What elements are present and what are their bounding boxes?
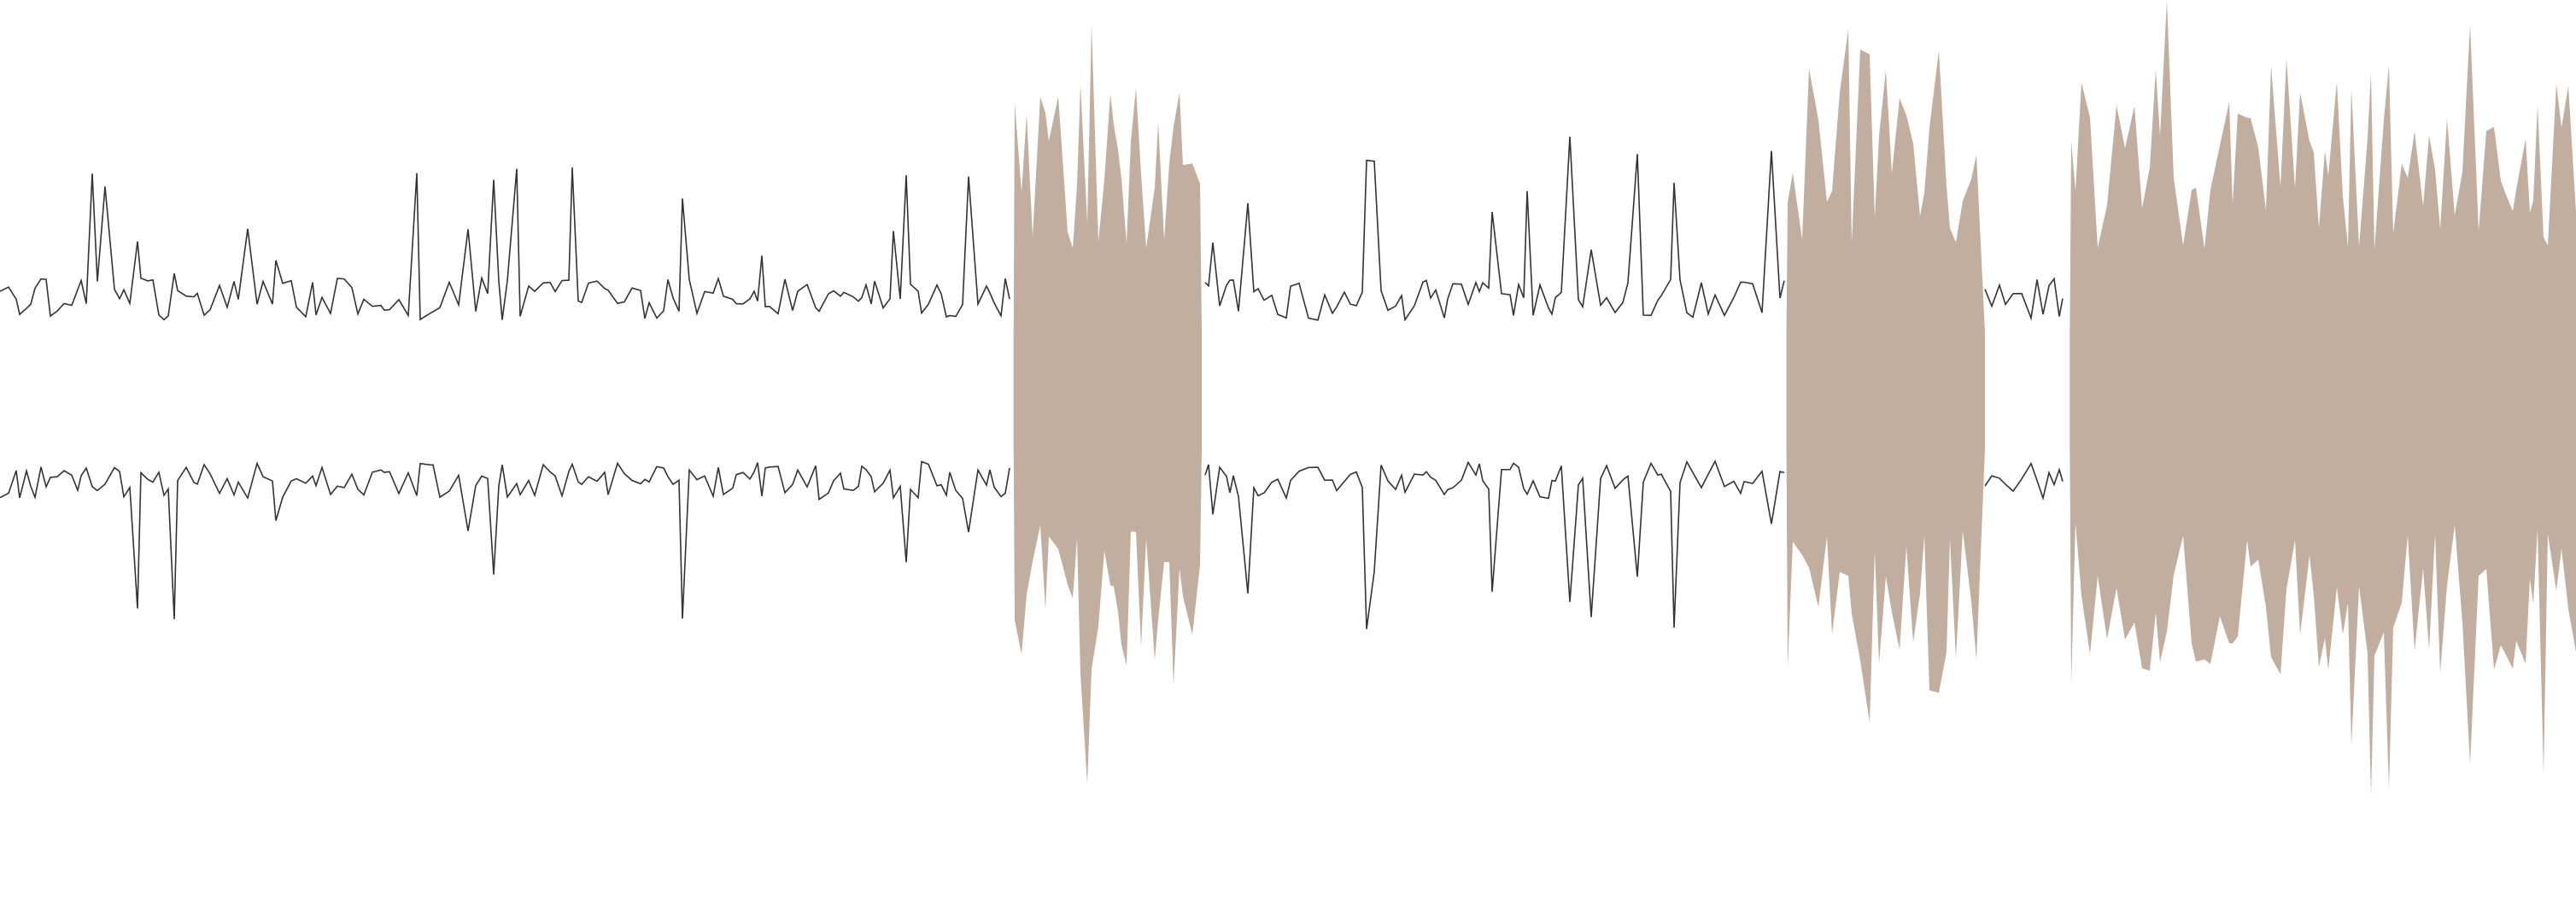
- selected-region-1[interactable]: [1013, 24, 1202, 785]
- waveform-outline: [0, 136, 2064, 629]
- selected-regions-layer: [1013, 0, 2576, 798]
- selected-region-3[interactable]: [2070, 0, 2576, 798]
- selected-region-2[interactable]: [1786, 28, 1985, 723]
